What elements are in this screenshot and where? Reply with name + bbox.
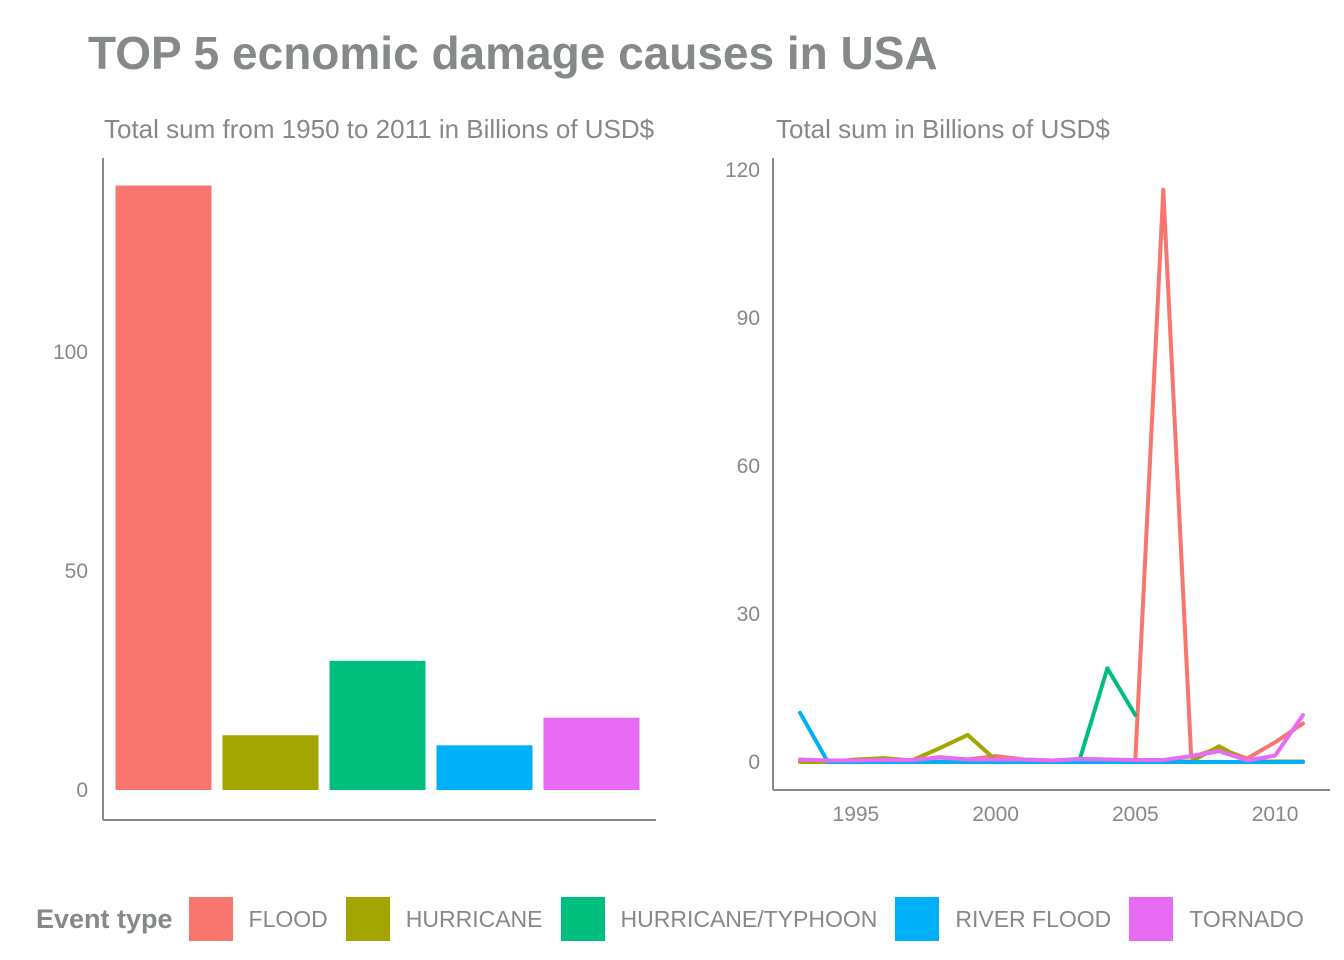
line-y-tick-label: 90 bbox=[737, 307, 760, 330]
line-y-tick-label: 0 bbox=[748, 751, 760, 774]
line-panel: 0 30 60 90 120 1995 2000 2005 2010 bbox=[725, 158, 1330, 826]
left-panel-subtitle: Total sum from 1950 to 2011 in Billions … bbox=[104, 114, 655, 144]
right-panel-subtitle: Total sum in Billions of USD$ bbox=[776, 114, 1110, 144]
line-y-tick-label: 30 bbox=[737, 603, 760, 626]
legend-key-river-flood bbox=[895, 897, 940, 941]
line-series-hurricane bbox=[798, 732, 1305, 764]
legend-key-flood bbox=[188, 897, 233, 941]
legend-key-hurricane bbox=[345, 897, 390, 941]
legend-label-tornado: TORNADO bbox=[1189, 905, 1304, 932]
bar-y-tick-label: 100 bbox=[53, 341, 88, 364]
legend-item-tornado: TORNADO bbox=[1129, 897, 1304, 941]
legend-label-river-flood: RIVER FLOOD bbox=[955, 905, 1112, 932]
line-y-tick-label: 60 bbox=[737, 455, 760, 478]
bar-hurricane bbox=[222, 735, 319, 790]
bar-y-tick-label: 0 bbox=[76, 779, 88, 802]
charts-canvas: 0 50 100 0 30 60 90 120 1995 2000 2005 2010 bbox=[53, 158, 1330, 826]
bar-river-flood bbox=[436, 745, 533, 790]
legend-item-hurricane-typhoon: HURRICANE/TYPHOON bbox=[560, 897, 878, 941]
legend-title: Event type bbox=[36, 903, 173, 934]
line-x-tick-label: 1995 bbox=[833, 803, 880, 826]
legend: Event type FLOOD HURRICANE HURRICANE/TYP… bbox=[36, 894, 1322, 944]
legend-item-hurricane: HURRICANE bbox=[345, 897, 543, 941]
legend-label-hurricane: HURRICANE bbox=[405, 905, 543, 932]
legend-label-hurricane-typhoon: HURRICANE/TYPHOON bbox=[620, 905, 878, 932]
bar-hurricane-typhoon bbox=[329, 660, 426, 790]
bar-flood bbox=[115, 185, 212, 790]
line-x-tick-label: 2005 bbox=[1112, 803, 1159, 826]
legend-item-river-flood: RIVER FLOOD bbox=[895, 897, 1111, 941]
bar-tornado bbox=[543, 717, 640, 790]
line-x-tick-label: 2000 bbox=[972, 803, 1019, 826]
chart-title: TOP 5 ecnomic damage causes in USA bbox=[88, 27, 938, 79]
line-series-tornado bbox=[798, 713, 1305, 763]
line-x-tick-label: 2010 bbox=[1252, 803, 1299, 826]
legend-key-hurricane-typhoon bbox=[560, 897, 605, 941]
bar-y-tick-label: 50 bbox=[65, 560, 88, 583]
bar-panel: 0 50 100 bbox=[53, 158, 656, 821]
line-series-flood bbox=[798, 187, 1305, 763]
legend-item-flood: FLOOD bbox=[188, 897, 328, 941]
legend-key-tornado bbox=[1129, 897, 1174, 941]
line-series-hurricane-typhoon bbox=[1077, 666, 1138, 763]
line-y-tick-label: 120 bbox=[725, 159, 760, 182]
legend-label-flood: FLOOD bbox=[248, 905, 328, 932]
